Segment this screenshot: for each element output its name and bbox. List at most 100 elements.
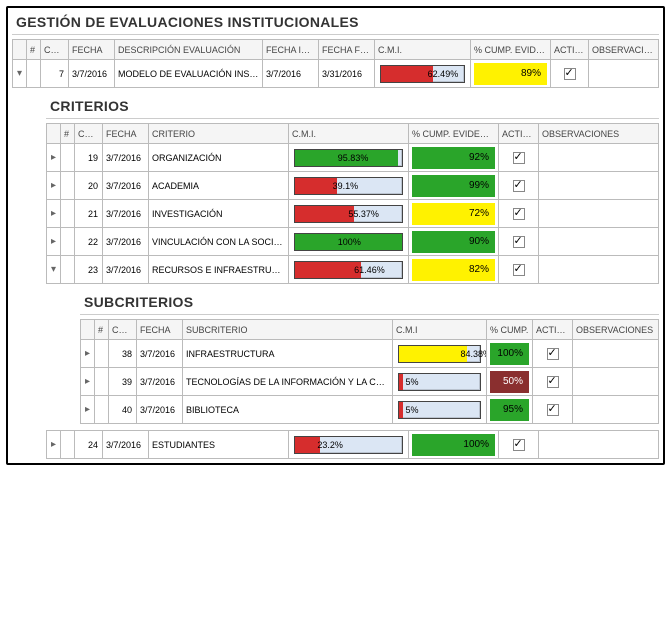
cell-activo[interactable] [499,256,539,284]
expand-icon[interactable]: ▾ [13,60,27,88]
col-cmi: C.M.I. [375,40,471,60]
col-cod: CÓD. [41,40,69,60]
cell-activo[interactable] [551,60,589,88]
table-row[interactable]: ▸ 39 3/7/2016 TECNOLOGÍAS DE LA INFORMAC… [81,368,659,396]
criterios-table-tail: ▸ 24 3/7/2016 ESTUDIANTES 23.2% 100% [46,430,659,459]
cell-activo[interactable] [499,172,539,200]
col-cump: % CUMP. [487,320,533,340]
cell-num [61,172,75,200]
cell-cod: 20 [75,172,103,200]
cell-criterio: INVESTIGACIÓN [149,200,289,228]
col-cmi: C.M.I. [289,124,409,144]
cell-cod: 22 [75,228,103,256]
table-row[interactable]: ▾ 7 3/7/2016 MODELO DE EVALUACIÓN INSTIT… [13,60,659,88]
expand-icon[interactable]: ▸ [81,396,95,424]
cell-cod: 23 [75,256,103,284]
criterios-table: # CÓD. FECHA CRITERIO C.M.I. % CUMP. EVI… [46,123,659,284]
cell-obs [539,256,659,284]
cell-cmi: 5% [393,368,487,396]
table-row[interactable]: ▸ 19 3/7/2016 ORGANIZACIÓN 95.83% 92% [47,144,659,172]
cell-sub: TECNOLOGÍAS DE LA INFORMACIÓN Y LA COMUN… [183,368,393,396]
col-obs: OBSERVACIONES [539,124,659,144]
table-header-row: # CÓD. FECHA DESCRIPCIÓN EVALUACIÓN FECH… [13,40,659,60]
expand-icon[interactable]: ▸ [47,431,61,459]
cell-cump: 72% [409,200,499,228]
cell-fini: 3/7/2016 [263,60,319,88]
col-cod: CÓD. [109,320,137,340]
cell-cod: 19 [75,144,103,172]
expand-icon[interactable]: ▸ [81,340,95,368]
cell-cod: 21 [75,200,103,228]
cell-cmi: 55.37% [289,200,409,228]
cell-activo[interactable] [499,228,539,256]
cell-obs [539,144,659,172]
cell-sub: INFRAESTRUCTURA [183,340,393,368]
cell-activo[interactable] [499,431,539,459]
col-activo: ACTIVO [551,40,589,60]
table-row[interactable]: ▸ 22 3/7/2016 VINCULACIÓN CON LA SOCIEDA… [47,228,659,256]
cell-obs [539,200,659,228]
col-fecha: FECHA [103,124,149,144]
cell-criterio: ACADEMIA [149,172,289,200]
expand-icon[interactable]: ▸ [81,368,95,396]
col-criterio: CRITERIO [149,124,289,144]
cell-cod: 38 [109,340,137,368]
cell-obs [539,228,659,256]
expand-icon[interactable]: ▸ [47,228,61,256]
col-cod: CÓD. [75,124,103,144]
cell-cump: 95% [487,396,533,424]
cell-cump: 89% [471,60,551,88]
col-num: # [95,320,109,340]
col-cump: % CUMP. EVIDENCIAS [409,124,499,144]
table-row[interactable]: ▸ 40 3/7/2016 BIBLIOTECA 5% 95% [81,396,659,424]
expand-icon[interactable]: ▸ [47,200,61,228]
col-fini: FECHA INICIO [263,40,319,60]
cell-cmi: 39.1% [289,172,409,200]
col-activo: ACTIVO [499,124,539,144]
cell-criterio: VINCULACIÓN CON LA SOCIEDAD [149,228,289,256]
cell-activo[interactable] [499,200,539,228]
page-title: GESTIÓN DE EVALUACIONES INSTITUCIONALES [12,12,659,35]
cell-cmi: 95.83% [289,144,409,172]
cell-obs [573,368,659,396]
cell-fecha: 3/7/2016 [103,144,149,172]
cell-num [61,200,75,228]
table-row[interactable]: ▸ 38 3/7/2016 INFRAESTRUCTURA 84.38% 100… [81,340,659,368]
table-row[interactable]: ▸ 21 3/7/2016 INVESTIGACIÓN 55.37% 72% [47,200,659,228]
expand-icon[interactable]: ▸ [47,144,61,172]
expand-icon[interactable]: ▾ [47,256,61,284]
cell-activo[interactable] [533,368,573,396]
cell-cmi: 61.46% [289,256,409,284]
cell-cod: 40 [109,396,137,424]
table-row[interactable]: ▸ 24 3/7/2016 ESTUDIANTES 23.2% 100% [47,431,659,459]
cell-activo[interactable] [533,340,573,368]
cell-obs [589,60,659,88]
cell-cod: 24 [75,431,103,459]
cell-ffin: 3/31/2016 [319,60,375,88]
col-sub: SUBCRITERIO [183,320,393,340]
cell-obs [539,431,659,459]
cell-activo[interactable] [533,396,573,424]
cell-fecha: 3/7/2016 [103,172,149,200]
criterios-section: CRITERIOS # CÓD. FECHA CRITERIO C.M.I. %… [46,96,659,459]
table-row[interactable]: ▾ 23 3/7/2016 RECURSOS E INFRAESTRUCTURA… [47,256,659,284]
cell-num [61,228,75,256]
evaluaciones-table: # CÓD. FECHA DESCRIPCIÓN EVALUACIÓN FECH… [12,39,659,88]
cell-cump: 100% [409,431,499,459]
col-desc: DESCRIPCIÓN EVALUACIÓN [115,40,263,60]
cell-num [95,368,109,396]
cell-num [95,396,109,424]
cell-cump: 50% [487,368,533,396]
cell-sub: BIBLIOTECA [183,396,393,424]
expand-icon[interactable]: ▸ [47,172,61,200]
col-fecha: FECHA [137,320,183,340]
cell-activo[interactable] [499,144,539,172]
col-activo: ACTIVO [533,320,573,340]
cell-obs [539,172,659,200]
table-row[interactable]: ▸ 20 3/7/2016 ACADEMIA 39.1% 99% [47,172,659,200]
cell-cmi: 62.49% [375,60,471,88]
cell-num [61,256,75,284]
cell-desc: MODELO DE EVALUACIÓN INSTITUCIONAL [115,60,263,88]
cell-cump: 90% [409,228,499,256]
cell-fecha: 3/7/2016 [103,200,149,228]
